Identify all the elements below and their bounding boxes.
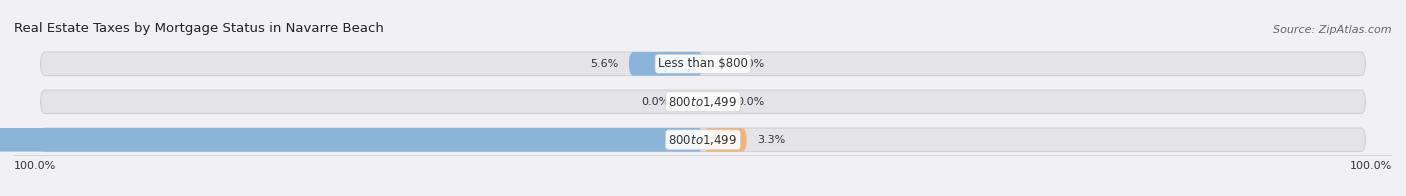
Text: 5.6%: 5.6% bbox=[591, 59, 619, 69]
Text: $800 to $1,499: $800 to $1,499 bbox=[668, 95, 738, 109]
FancyBboxPatch shape bbox=[41, 128, 1365, 152]
FancyBboxPatch shape bbox=[628, 52, 703, 76]
Text: 100.0%: 100.0% bbox=[14, 161, 56, 171]
FancyBboxPatch shape bbox=[703, 128, 747, 152]
Text: $800 to $1,499: $800 to $1,499 bbox=[668, 133, 738, 147]
FancyBboxPatch shape bbox=[41, 52, 1365, 76]
Text: 3.3%: 3.3% bbox=[758, 135, 786, 145]
Text: Source: ZipAtlas.com: Source: ZipAtlas.com bbox=[1274, 25, 1392, 35]
FancyBboxPatch shape bbox=[0, 128, 703, 152]
Text: Less than $800: Less than $800 bbox=[658, 57, 748, 70]
Text: 0.0%: 0.0% bbox=[737, 59, 765, 69]
Text: 0.0%: 0.0% bbox=[737, 97, 765, 107]
Text: 0.0%: 0.0% bbox=[641, 97, 669, 107]
FancyBboxPatch shape bbox=[41, 90, 1365, 114]
Text: Real Estate Taxes by Mortgage Status in Navarre Beach: Real Estate Taxes by Mortgage Status in … bbox=[14, 22, 384, 35]
Text: 100.0%: 100.0% bbox=[1350, 161, 1392, 171]
